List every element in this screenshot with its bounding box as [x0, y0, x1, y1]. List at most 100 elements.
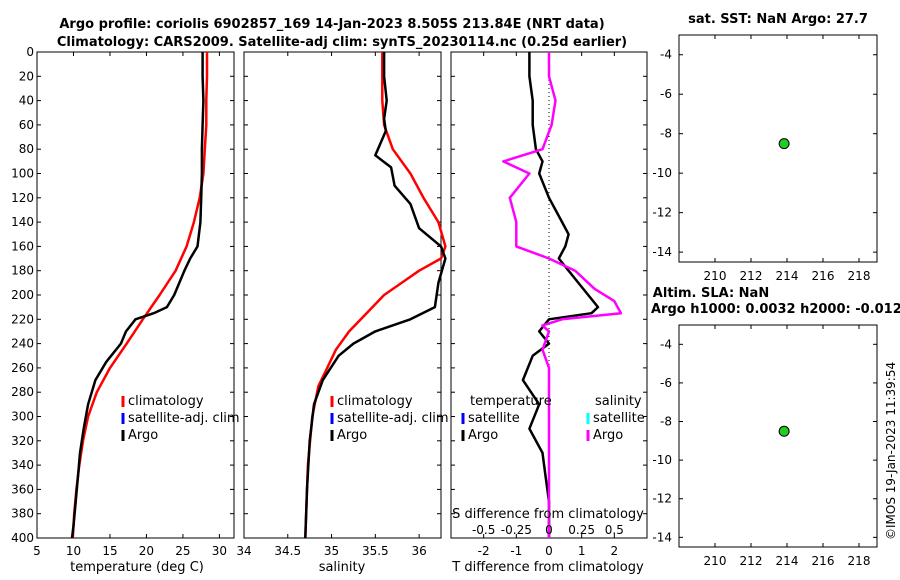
temperature-plot: 0 20 40 60 80 100 120 140 160 180 200 220 240 260 280 3…: [11, 45, 234, 558]
legend-label-argo: Argo: [337, 428, 367, 443]
top-tick-label: 0: [545, 523, 553, 537]
series-line-salinity-Argo: [502, 52, 623, 538]
y-tick-label: -6: [660, 87, 672, 101]
x-tick-label: 2: [611, 544, 619, 558]
credit-text: ©IMOS 19-Jan-2023 11:39:54: [884, 362, 898, 540]
x-tick-label: 210: [704, 269, 727, 283]
figure-title-line2: Climatology: CARS2009. Satellite-adj cli…: [57, 35, 627, 50]
y-tick-label: 140: [11, 215, 34, 229]
x-tick-label: 218: [848, 269, 871, 283]
temperature-legend: climatology satellite-adj. clim Argo: [121, 394, 240, 443]
temperature-xlabel: temperature (deg C): [70, 560, 204, 575]
y-tick-label: -8: [660, 415, 672, 429]
y-tick-label: -6: [660, 376, 672, 390]
y-tick-label: 360: [11, 482, 34, 496]
x-tick-label: -2: [478, 544, 490, 558]
sla-panel-title-line1: Altim. SLA: NaN: [653, 286, 769, 301]
y-tick-label: 0: [26, 45, 34, 59]
legend-label-satellite-adj: satellite-adj. clim: [128, 411, 240, 426]
x-tick-label: 30: [212, 544, 227, 558]
x-tick-label: 214: [776, 554, 799, 568]
legend-label-argo: Argo: [128, 428, 158, 443]
sst-map-plot: -4 -6 -8 -10 -12 -14 210 212 214 216 218: [652, 35, 877, 283]
y-tick-label: 80: [19, 142, 34, 156]
x-tick-label: 212: [740, 269, 763, 283]
temperature-axes: [36, 51, 235, 539]
y-tick-label: 220: [11, 312, 34, 326]
sst-panel-title: sat. SST: NaN Argo: 27.7: [688, 12, 868, 27]
sla-map-plot: -4 -6 -8 -10 -12 -14 210 212 214 216 218: [652, 325, 877, 568]
series-line-Argo: [70, 52, 205, 539]
y-tick-label: -12: [652, 492, 672, 506]
difference-plot: -2 -1 0 1 2 -0.5 -0.25 0 0.25 0.5: [451, 51, 647, 558]
salinity-xlabel: salinity: [319, 560, 366, 575]
series-line-Argo: [304, 52, 447, 539]
y-tick-label: 180: [11, 264, 34, 278]
x-tick-label: -1: [510, 544, 522, 558]
legend-label-temp-argo: Argo: [468, 428, 498, 443]
series-line-temperature-Argo: [521, 52, 600, 538]
legend-label-sal-satellite: satellite: [593, 411, 645, 426]
legend-label-temp-satellite: satellite: [468, 411, 520, 426]
legend-header-salinity: salinity: [595, 394, 642, 409]
legend-label-climatology: climatology: [337, 394, 413, 409]
legend-label-climatology: climatology: [128, 394, 204, 409]
series-line-climatology: [304, 52, 447, 539]
x-tick-label: 212: [740, 554, 763, 568]
difference-legend: temperature salinity satellite Argo sate…: [461, 394, 645, 443]
y-tick-label: 400: [11, 531, 34, 545]
y-tick-label: -4: [660, 337, 672, 351]
y-tick-label: 160: [11, 239, 34, 253]
x-tick-label: 1: [578, 544, 586, 558]
y-tick-label: 320: [11, 434, 34, 448]
sla-panel-title-line2: Argo h1000: 0.0032 h2000: -0.012: [651, 302, 900, 317]
x-tick-label: 34: [236, 544, 251, 558]
x-tick-label: 35: [324, 544, 339, 558]
y-tick-label: -14: [652, 530, 672, 544]
x-tick-label: 216: [812, 269, 835, 283]
y-tick-label: 300: [11, 410, 34, 424]
argo-location-marker: [778, 138, 790, 150]
difference-xlabel: T difference from climatology: [451, 560, 644, 575]
y-tick-label: 340: [11, 458, 34, 472]
y-tick-label: -4: [660, 48, 672, 62]
x-tick-label: 210: [704, 554, 727, 568]
y-tick-label: -14: [652, 245, 672, 259]
y-tick-label: 100: [11, 167, 34, 181]
salinity-plot: 34 34.5 35 35.5 36: [236, 51, 447, 558]
top-tick-label: -0.25: [501, 523, 532, 537]
y-tick-label: 280: [11, 385, 34, 399]
x-tick-label: 5: [33, 544, 41, 558]
x-tick-label: 15: [102, 544, 117, 558]
x-tick-label: 216: [812, 554, 835, 568]
figure-title-line1: Argo profile: coriolis 6902857_169 14-Ja…: [59, 17, 604, 32]
y-tick-label: 40: [19, 94, 34, 108]
y-tick-label: 380: [11, 507, 34, 521]
legend-header-temperature: temperature: [470, 394, 552, 409]
y-tick-label: 200: [11, 288, 34, 302]
x-tick-label: 35.5: [362, 544, 389, 558]
salinity-axes: [243, 51, 442, 539]
x-tick-label: 214: [776, 269, 799, 283]
argo-location-marker: [778, 425, 790, 437]
y-tick-label: 60: [19, 118, 34, 132]
x-tick-label: 34.5: [274, 544, 301, 558]
legend-label-satellite-adj: satellite-adj. clim: [337, 411, 449, 426]
top-tick-label: 0.5: [605, 523, 624, 537]
x-tick-label: 218: [848, 554, 871, 568]
x-tick-label: 25: [175, 544, 190, 558]
y-tick-label: 20: [19, 69, 34, 83]
y-tick-label: -10: [652, 166, 672, 180]
y-tick-label: -12: [652, 206, 672, 220]
sst-map-axes: [678, 34, 878, 263]
x-tick-label: 10: [66, 544, 81, 558]
top-tick-label: 0.25: [568, 523, 595, 537]
sla-map-axes: [678, 324, 878, 548]
y-tick-label: 240: [11, 337, 34, 351]
y-tick-label: -10: [652, 453, 672, 467]
x-tick-label: 36: [411, 544, 426, 558]
salinity-legend: climatology satellite-adj. clim Argo: [330, 394, 449, 443]
y-tick-label: 260: [11, 361, 34, 375]
x-tick-label: 0: [545, 544, 553, 558]
